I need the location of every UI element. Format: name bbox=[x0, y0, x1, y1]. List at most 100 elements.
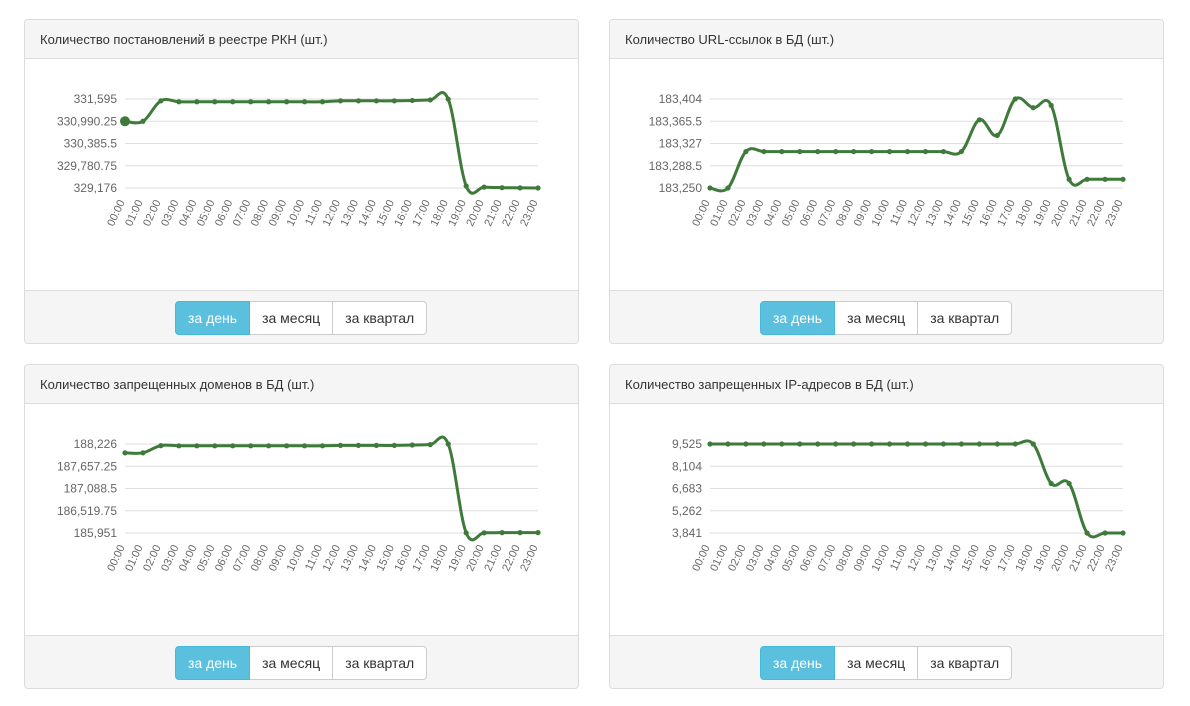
period-button-group: за день за месяц за квартал bbox=[175, 646, 428, 680]
data-point bbox=[266, 99, 272, 105]
data-point bbox=[1102, 176, 1108, 182]
data-point bbox=[212, 99, 218, 105]
data-point bbox=[120, 116, 130, 127]
chart-area: 188,226 187,657.25 187,088.5 186,519.75 185,… bbox=[25, 404, 578, 635]
series-line bbox=[709, 96, 1123, 193]
y-tick-label: 3,841 bbox=[672, 526, 702, 540]
data-point bbox=[1012, 96, 1018, 102]
data-point bbox=[337, 442, 344, 449]
chart-panel-blocked-ips: Количество запрещенных IP-адресов в БД (… bbox=[609, 364, 1164, 689]
period-button-group: за день за месяц за квартал bbox=[760, 301, 1013, 335]
data-point bbox=[499, 185, 505, 191]
data-point bbox=[725, 441, 731, 447]
data-point bbox=[869, 441, 875, 447]
data-point bbox=[976, 441, 982, 447]
period-month-button[interactable]: за месяц bbox=[834, 646, 919, 680]
data-point bbox=[1012, 441, 1018, 447]
data-point bbox=[994, 132, 1000, 139]
data-point bbox=[409, 442, 415, 448]
period-day-button[interactable]: за день bbox=[760, 301, 836, 335]
data-point bbox=[248, 99, 254, 105]
data-point bbox=[535, 530, 541, 536]
data-point bbox=[355, 98, 362, 104]
data-point bbox=[1048, 102, 1054, 108]
data-point bbox=[445, 96, 451, 102]
period-button-group: за день за месяц за квартал bbox=[760, 646, 1013, 680]
data-point bbox=[833, 441, 839, 447]
chart-panel-rkn-decrees: Количество постановлений в реестре РКН (… bbox=[24, 19, 579, 344]
data-point bbox=[761, 148, 767, 155]
data-point bbox=[122, 450, 128, 456]
period-day-button[interactable]: за день bbox=[175, 646, 251, 680]
data-point bbox=[707, 185, 713, 191]
data-point bbox=[481, 530, 487, 536]
data-point bbox=[851, 441, 857, 447]
data-point bbox=[140, 118, 146, 124]
data-point bbox=[904, 148, 911, 155]
data-point bbox=[212, 443, 218, 449]
data-point bbox=[922, 441, 929, 447]
data-point bbox=[409, 97, 415, 104]
data-point bbox=[176, 443, 182, 449]
data-point bbox=[886, 441, 893, 447]
y-tick-label: 6,683 bbox=[672, 482, 702, 496]
period-button-group: за день за месяц за квартал bbox=[175, 301, 428, 335]
chart-panel-url-links: Количество URL-ссылок в БД (шт.) 183,404… bbox=[609, 19, 1164, 344]
y-tick-label: 329,780.75 bbox=[57, 159, 117, 173]
data-point bbox=[725, 185, 731, 191]
data-point bbox=[194, 443, 200, 449]
data-point bbox=[266, 443, 272, 449]
chart-area: 331,595 330,990.25 330,385.5 329,780.75 329,… bbox=[25, 59, 578, 290]
period-quarter-button[interactable]: за квартал bbox=[332, 646, 428, 680]
data-point bbox=[904, 441, 911, 447]
y-tick-label: 183,365.5 bbox=[649, 114, 703, 128]
data-point bbox=[158, 98, 164, 104]
y-tick-label: 187,088.5 bbox=[64, 482, 118, 496]
data-point bbox=[158, 443, 164, 449]
panel-footer: за день за месяц за квартал bbox=[25, 290, 578, 343]
line-chart-svg: 188,226 187,657.25 187,088.5 186,519.75 185,… bbox=[57, 435, 541, 573]
data-point bbox=[391, 98, 397, 104]
y-tick-label: 9,525 bbox=[672, 437, 702, 451]
data-point bbox=[499, 530, 505, 536]
panel-title: Количество запрещенных доменов в БД (шт.… bbox=[25, 365, 578, 404]
y-tick-label: 183,404 bbox=[659, 92, 703, 106]
y-tick-label: 183,288.5 bbox=[649, 159, 703, 173]
data-point bbox=[319, 99, 326, 105]
period-quarter-button[interactable]: за квартал bbox=[917, 301, 1013, 335]
period-quarter-button[interactable]: за квартал bbox=[917, 646, 1013, 680]
period-month-button[interactable]: за месяц bbox=[249, 301, 334, 335]
panel-title: Количество URL-ссылок в БД (шт.) bbox=[610, 20, 1163, 59]
data-point bbox=[176, 99, 182, 105]
data-point bbox=[940, 148, 947, 155]
y-tick-label: 331,595 bbox=[74, 92, 118, 106]
data-point bbox=[886, 148, 893, 155]
period-month-button[interactable]: за месяц bbox=[834, 301, 919, 335]
data-point bbox=[337, 98, 344, 104]
data-point bbox=[1102, 530, 1108, 536]
data-point bbox=[517, 185, 523, 191]
period-day-button[interactable]: за день bbox=[760, 646, 836, 680]
data-point bbox=[851, 148, 857, 155]
y-tick-label: 5,262 bbox=[672, 504, 702, 518]
period-quarter-button[interactable]: за квартал bbox=[332, 301, 428, 335]
data-point bbox=[815, 441, 821, 447]
data-point bbox=[284, 443, 290, 449]
period-month-button[interactable]: за месяц bbox=[249, 646, 334, 680]
data-point bbox=[284, 99, 290, 105]
data-point bbox=[301, 443, 308, 449]
y-tick-label: 183,327 bbox=[659, 137, 703, 151]
y-tick-label: 187,657.25 bbox=[57, 459, 117, 473]
line-chart-svg: 331,595 330,990.25 330,385.5 329,780.75 329,… bbox=[57, 91, 541, 228]
data-point bbox=[1120, 176, 1126, 182]
period-day-button[interactable]: за день bbox=[175, 301, 251, 335]
data-point bbox=[707, 441, 713, 447]
data-point bbox=[940, 441, 947, 447]
data-point bbox=[779, 441, 785, 447]
data-point bbox=[427, 442, 433, 448]
data-point bbox=[1120, 530, 1126, 536]
data-point bbox=[463, 183, 469, 189]
x-tick-label: 23:00 bbox=[1103, 543, 1126, 573]
panel-footer: за день за месяц за квартал bbox=[25, 635, 578, 688]
data-point bbox=[355, 442, 362, 449]
